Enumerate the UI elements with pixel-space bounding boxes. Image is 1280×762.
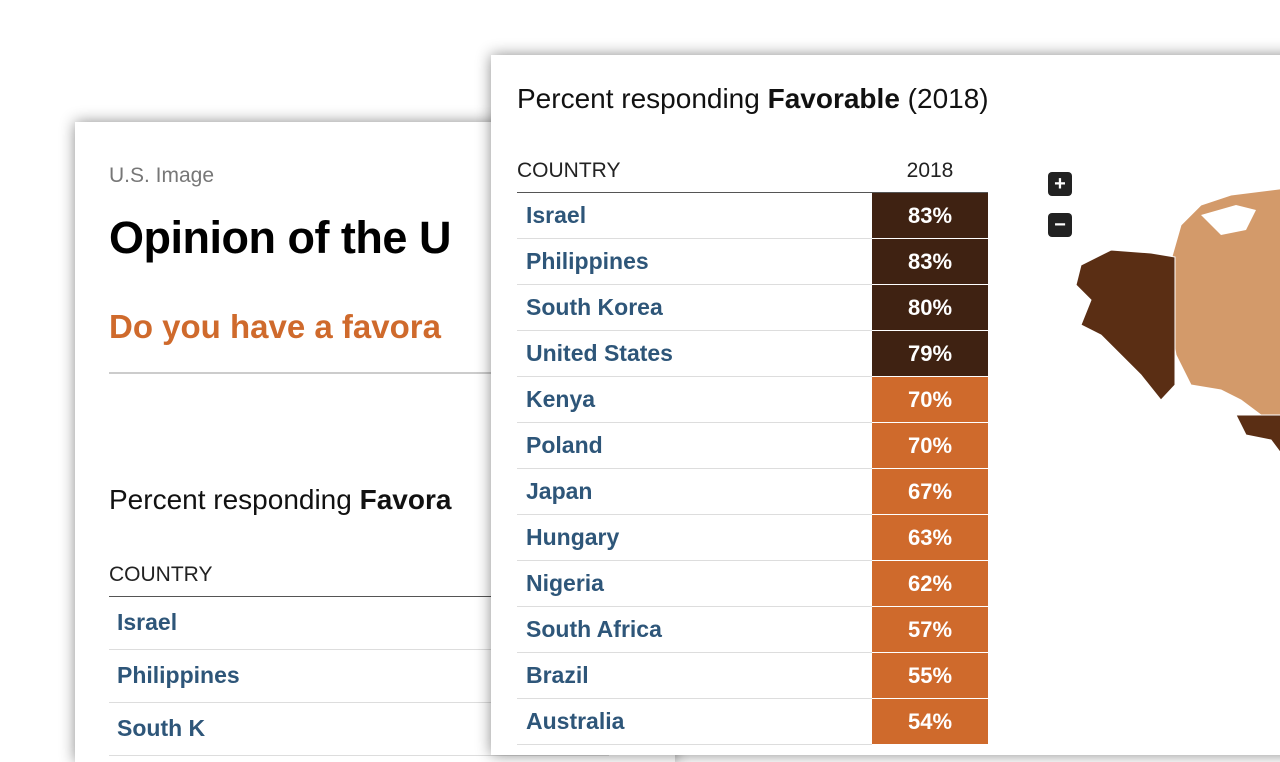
row-line	[109, 702, 609, 703]
country: Australia	[526, 708, 625, 734]
value-cell: 67%	[872, 469, 988, 514]
value-cell: 57%	[872, 607, 988, 652]
value-cell: 79%	[872, 331, 988, 376]
country: Philippines	[117, 662, 240, 688]
value-cell: 55%	[872, 653, 988, 698]
subtitle-suffix: (2018)	[899, 83, 989, 114]
value-cell: 83%	[872, 193, 988, 238]
screen: U.S. Image Opinion of the U Do you have …	[109, 83, 1280, 756]
row-line	[517, 698, 872, 699]
subtitle-bold: Favora	[359, 484, 452, 515]
kicker: U.S. Image	[109, 164, 215, 187]
row-line	[517, 468, 872, 469]
column-header: COUNTRY	[517, 159, 621, 182]
country: Israel	[526, 202, 587, 228]
value-cell: 62%	[872, 561, 988, 606]
map-region	[1075, 249, 1176, 401]
map-region	[1235, 414, 1280, 453]
row-line	[517, 652, 872, 653]
question: Do you have a favora	[109, 308, 441, 345]
row-line	[517, 744, 872, 745]
header-line	[517, 192, 988, 193]
country: South Korea	[526, 294, 663, 320]
country: South Africa	[526, 616, 662, 642]
value-cell: 83%	[872, 239, 988, 284]
zoom-out[interactable]: −	[1048, 213, 1072, 237]
subtitle-prefix: Percent responding	[109, 484, 360, 515]
column-header: 2018	[906, 159, 954, 182]
row-line	[517, 238, 872, 239]
country: Japan	[526, 478, 593, 504]
country: Israel	[117, 609, 178, 635]
value-cell: 80%	[872, 285, 988, 330]
subtitle: Percent responding Favora	[109, 484, 451, 516]
header-line	[109, 596, 609, 597]
row-line	[517, 606, 872, 607]
country: Kenya	[526, 386, 596, 412]
row-line	[517, 560, 872, 561]
row-line	[109, 755, 609, 756]
value-cell: 70%	[872, 423, 988, 468]
row-line	[517, 376, 872, 377]
row-line	[109, 649, 609, 650]
subtitle: Percent responding Favorable (2018)	[517, 83, 989, 115]
country: Nigeria	[526, 570, 604, 596]
row-line	[517, 514, 872, 515]
map-water	[1201, 205, 1256, 235]
title: Opinion of the U	[109, 212, 451, 263]
subtitle-bold: Favorable	[767, 83, 900, 114]
country: Hungary	[526, 524, 620, 550]
table-header: COUNTRY	[109, 563, 213, 586]
subtitle-prefix: Percent responding	[517, 83, 768, 114]
row-line	[517, 284, 872, 285]
country: South K	[117, 715, 206, 741]
row-line	[517, 422, 872, 423]
row-line	[517, 330, 872, 331]
value-cell: 54%	[872, 699, 988, 744]
country: Brazil	[526, 662, 589, 688]
map	[1075, 188, 1280, 453]
divider	[109, 372, 609, 374]
value-cell: 63%	[872, 515, 988, 560]
zoom-in[interactable]: +	[1048, 172, 1072, 196]
country: United States	[526, 340, 673, 366]
front-card: Percent responding Favorable (2018) COUN…	[491, 55, 1280, 755]
value-cell: 70%	[872, 377, 988, 422]
country: Poland	[526, 432, 603, 458]
country: Philippines	[526, 248, 649, 274]
